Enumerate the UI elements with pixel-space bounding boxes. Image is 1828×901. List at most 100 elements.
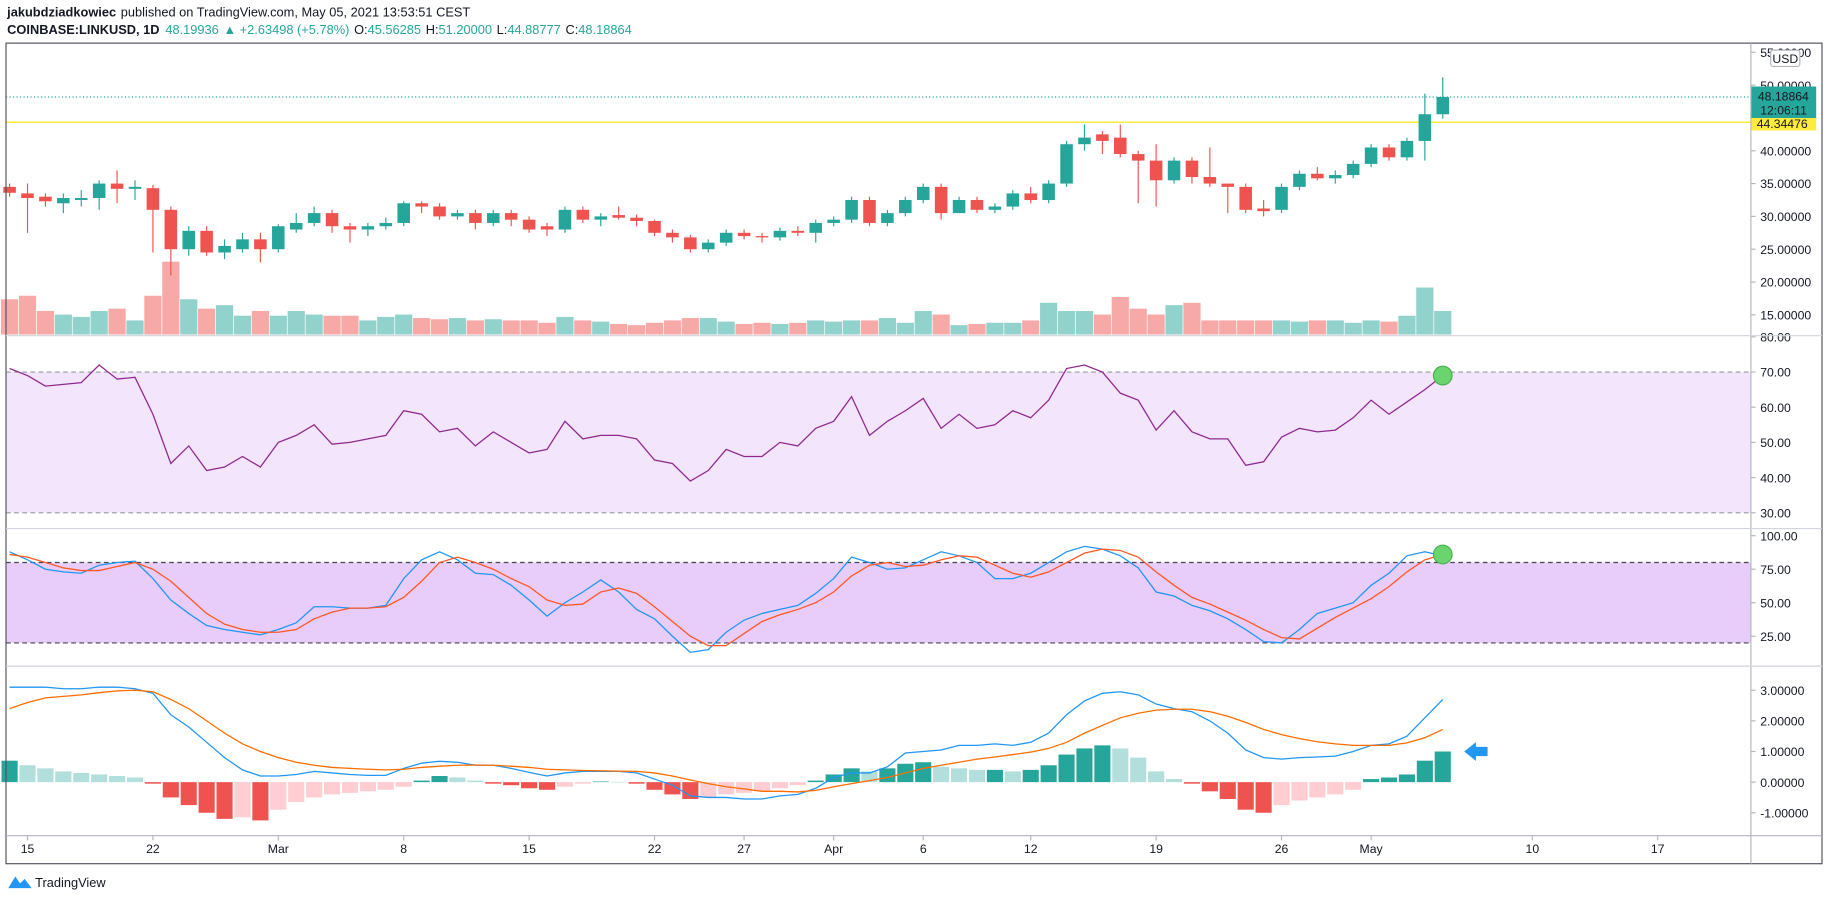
- volume-bar: [520, 320, 538, 335]
- histogram-bar: [753, 782, 771, 792]
- histogram-bar: [592, 781, 609, 783]
- candle-body: [289, 222, 303, 230]
- histogram-bar: [288, 782, 305, 803]
- candle-body: [1275, 186, 1288, 210]
- histogram-bar: [1237, 782, 1254, 810]
- candle-body: [737, 232, 751, 237]
- volume-bar: [1255, 320, 1273, 335]
- open-label: O:: [354, 22, 368, 37]
- volume-bar: [681, 318, 699, 335]
- histogram-bar: [341, 782, 359, 793]
- histogram-bar: [1345, 782, 1362, 790]
- histogram-bar: [467, 780, 484, 783]
- volume-bar: [72, 316, 90, 335]
- histogram-bar: [771, 782, 788, 789]
- y-tick-label: 75.00: [1760, 563, 1791, 577]
- x-tick-label: Mar: [268, 842, 289, 856]
- candle-body: [504, 213, 518, 220]
- volume-bar: [825, 321, 843, 335]
- volume-bar: [269, 315, 287, 335]
- y-tick-label: 40.00: [1760, 471, 1791, 485]
- candle-body: [1024, 193, 1037, 200]
- y-tick-label: 40.00000: [1760, 144, 1811, 158]
- logo-icon: [8, 876, 32, 889]
- x-tick-label: 26: [1275, 842, 1289, 856]
- volume-bar: [1022, 320, 1040, 335]
- y-tick-label: 80.00: [1760, 331, 1791, 345]
- volume-bar: [1434, 311, 1452, 335]
- histogram-bar: [1058, 754, 1075, 783]
- histogram-bar: [610, 781, 627, 783]
- candle-body: [863, 199, 876, 223]
- histogram-bar: [718, 782, 735, 795]
- volume-bar: [932, 314, 950, 335]
- histogram-bar: [1201, 782, 1218, 792]
- candle-body: [1060, 144, 1073, 184]
- candle-body: [433, 206, 446, 217]
- histogram-bar: [968, 769, 986, 783]
- candle-body: [952, 199, 966, 214]
- volume-bar: [1398, 315, 1416, 335]
- volume-bar: [1093, 314, 1111, 335]
- histogram-bar: [503, 782, 520, 786]
- volume-bar: [1272, 320, 1291, 335]
- candle-body: [809, 222, 823, 233]
- candle-body: [451, 213, 464, 217]
- y-tick-label: 60.00: [1760, 401, 1791, 415]
- volume-bar: [1057, 311, 1076, 335]
- x-tick-label: 6: [920, 842, 927, 856]
- histogram-bar: [216, 782, 233, 819]
- last-price: 48.19936: [165, 22, 218, 37]
- volume-bar: [860, 320, 879, 335]
- histogram-bar: [915, 762, 932, 783]
- level-tag-label: 44.34476: [1757, 117, 1808, 131]
- histogram-bar: [162, 782, 179, 798]
- volume-bar: [36, 311, 55, 335]
- volume-bar: [628, 325, 646, 335]
- volume-bar: [233, 315, 252, 335]
- candle-body: [701, 242, 715, 250]
- y-tick-label: 20.00000: [1760, 276, 1811, 290]
- candle-body: [200, 230, 213, 253]
- histogram-bar: [1094, 745, 1111, 783]
- x-tick-label: 15: [21, 842, 35, 856]
- candle-body: [272, 226, 285, 250]
- candle-body: [218, 245, 231, 253]
- candle-body: [1311, 173, 1324, 179]
- histogram-bar: [789, 782, 806, 786]
- candle-body: [970, 199, 984, 210]
- candle-body: [1167, 160, 1181, 181]
- histogram-bar: [1148, 771, 1165, 783]
- histogram-bar: [1363, 779, 1380, 783]
- volume-bar: [1147, 314, 1165, 335]
- candle-body: [791, 230, 805, 233]
- volume-bar: [108, 308, 126, 335]
- candle-body: [1042, 183, 1055, 200]
- currency-box: [1770, 49, 1801, 68]
- volume-bar: [1308, 320, 1326, 335]
- histogram-bar: [1291, 782, 1308, 801]
- x-tick-label: 22: [648, 842, 662, 856]
- candle-body: [415, 203, 428, 207]
- x-tick-label: Apr: [824, 842, 843, 856]
- plot-area: 55.0000050.0000040.0000035.0000030.00000…: [0, 46, 1817, 856]
- volume-bar: [430, 319, 449, 335]
- open-value: 45.56285: [368, 22, 421, 37]
- volume-bar: [1326, 320, 1344, 335]
- band-fill: [6, 562, 1751, 643]
- volume-bar: [807, 320, 825, 335]
- y-tick-label: 50.00: [1760, 596, 1791, 610]
- volume-bar: [359, 320, 377, 335]
- histogram-bar: [449, 777, 466, 783]
- price-tag-label: 48.18864: [1758, 90, 1809, 104]
- histogram-bar: [1398, 774, 1415, 783]
- candle-body: [361, 226, 375, 230]
- x-tick-label: May: [1360, 842, 1384, 856]
- histogram-bar: [951, 768, 968, 783]
- candle-body: [379, 222, 393, 227]
- histogram-bar: [646, 782, 663, 790]
- histogram-bar: [521, 782, 538, 789]
- histogram-bar: [198, 782, 215, 813]
- histogram-bar: [413, 780, 430, 783]
- histogram-bar: [1183, 782, 1201, 784]
